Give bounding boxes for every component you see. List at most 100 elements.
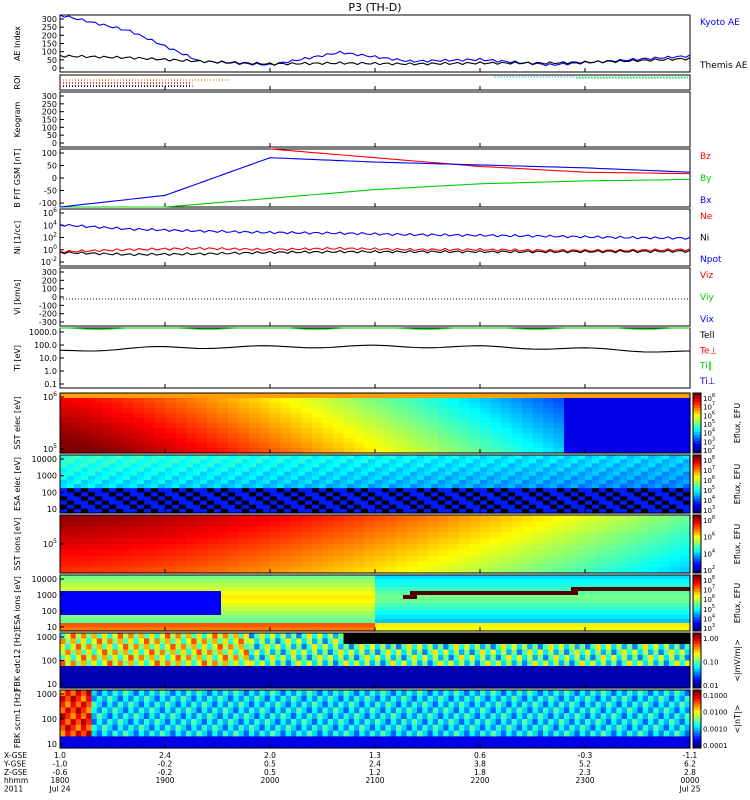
sst_e-cell [259, 403, 271, 409]
esa_i-cell [137, 615, 145, 620]
esa_e-cell [592, 463, 600, 469]
esa_i-cell [564, 599, 572, 604]
sst_i-cell [406, 532, 418, 539]
esa_i-cell [249, 611, 257, 616]
fbk_edc-cell [506, 682, 513, 689]
esa_i-cell [144, 623, 152, 628]
esa_e-cell [200, 500, 208, 506]
esa_i-cell [592, 599, 600, 604]
esa_i-cell [452, 615, 460, 620]
fbk_edc-cell [60, 677, 66, 684]
sst_e-cell [312, 443, 324, 449]
sst_i-cell [459, 538, 471, 545]
fbk_edc-cell [438, 638, 444, 645]
sst_e-cell [217, 408, 229, 414]
esa_i-cell [151, 611, 159, 616]
esa_i-cell [305, 619, 313, 624]
fbk_edc-cell [317, 649, 324, 656]
sst_i-cell [238, 567, 250, 574]
esa_e-cell [683, 488, 691, 493]
esa_i-cell [81, 603, 89, 608]
sst_i-cell [553, 532, 565, 539]
esa_i-cell [81, 579, 89, 584]
esa_i-cell [669, 591, 677, 596]
esa_i-cell [95, 623, 103, 628]
sst_e-cell [459, 443, 471, 449]
esa_e-cell [550, 492, 558, 498]
esa_i-cell [459, 603, 467, 608]
fbk_edc-cell [569, 649, 576, 656]
esa_i-cell [144, 615, 152, 620]
fbk_edc-cell [175, 666, 182, 673]
sst_i-cell [627, 549, 639, 557]
esa_i-cell [389, 623, 397, 628]
fbk_edc-cell [117, 671, 124, 678]
fbk_edc-cell [75, 649, 82, 656]
esa_i-cell [389, 583, 397, 588]
esa_i-cell [130, 575, 138, 580]
esa_i-cell [508, 607, 516, 612]
esa_e-cell [319, 492, 327, 498]
sst_e-cell [102, 398, 114, 404]
esa_i-cell [606, 579, 614, 584]
fbk_edc-cell [228, 666, 234, 673]
fbk_edc-cell [485, 655, 492, 662]
sst_e-cell [228, 438, 240, 444]
sst_e-cell [658, 413, 670, 419]
sst_e-cell [501, 438, 513, 444]
esa_i-cell [431, 575, 439, 580]
esa_e-cell [312, 504, 320, 510]
esa_i-cell [424, 595, 432, 600]
esa_e-cell [172, 479, 180, 485]
esa_i-cell [172, 615, 180, 620]
fbk_edc-cell [569, 677, 576, 684]
esa_i-cell [109, 627, 117, 632]
esa_e-cell [445, 496, 453, 502]
sst_e-cell [490, 448, 502, 454]
sst_i-cell [658, 567, 670, 574]
sst_e-cell [154, 403, 166, 409]
fbk_edc-cell [175, 638, 182, 645]
sst_e-cell [679, 423, 691, 429]
fbk_edc-cell [390, 677, 397, 684]
fbk_edc-cell [380, 655, 387, 662]
esa_e-cell [557, 455, 565, 460]
esa_e-cell [193, 479, 201, 485]
fbk_edc-cell [501, 655, 507, 662]
sst_e-cell [669, 428, 681, 434]
fbk_edc-cell [301, 655, 308, 662]
fbk_edc-cell [186, 633, 192, 640]
sst_e-cell [123, 393, 135, 399]
fbk_edc-cell [60, 644, 66, 651]
fbk_edc-cell [390, 649, 397, 656]
esa_e-cell [648, 488, 656, 493]
esa_i-cell [480, 579, 488, 584]
sst_i-cell [207, 549, 219, 557]
esa_e-cell [676, 492, 684, 498]
esa_i-cell [333, 583, 341, 588]
fbk_edc-cell [159, 666, 166, 673]
sst_i-cell [616, 561, 628, 568]
sst_i-cell [480, 526, 492, 533]
sst_e-cell [165, 403, 177, 409]
esa_e-cell [655, 500, 663, 506]
fbk_edc-cell [427, 649, 434, 656]
sst_i-cell [154, 532, 166, 539]
sst_e-cell [249, 408, 261, 414]
sst_i-cell [133, 561, 145, 568]
fbk_edc-cell [359, 660, 366, 667]
esa_e-cell [60, 459, 68, 464]
sst_i-cell [459, 544, 471, 551]
esa_i-cell [200, 599, 208, 604]
esa_i-cell [179, 623, 187, 628]
sst_i-cell [501, 549, 513, 557]
sst_e-cell [606, 418, 618, 424]
esa_e-cell [571, 484, 579, 489]
esa_i-cell [592, 587, 600, 592]
esa_i-cell [340, 603, 348, 608]
fbk_edc-cell [264, 677, 271, 684]
esa_e-cell [669, 479, 677, 485]
fbk_edc-cell [128, 671, 135, 678]
esa_i-heatmap [60, 575, 691, 632]
